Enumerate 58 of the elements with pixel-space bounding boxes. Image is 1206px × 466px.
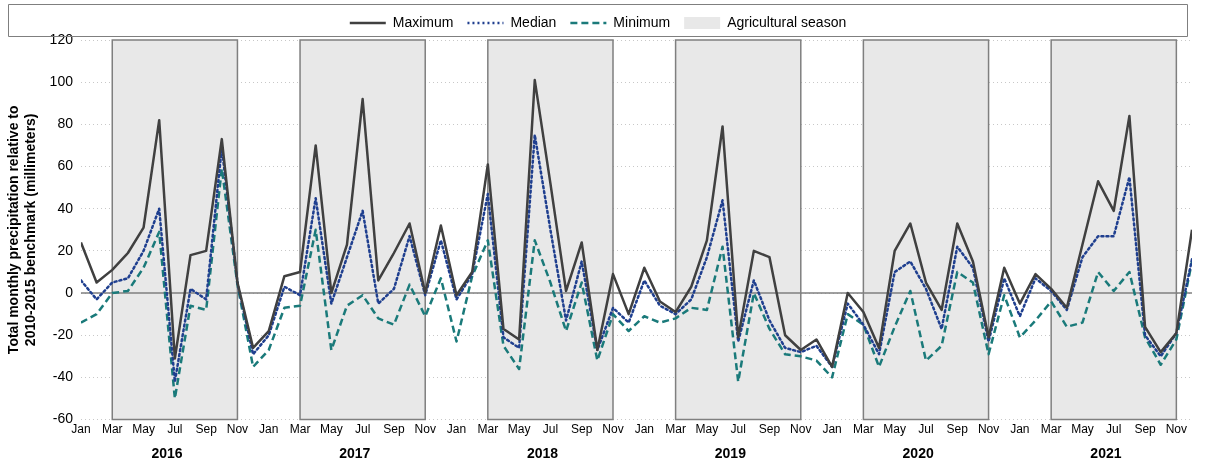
text: 2021	[1090, 445, 1122, 461]
legend-label: Agricultural season	[727, 13, 847, 30]
x-tick-label: Nov	[977, 422, 1000, 437]
x-tick-label: Mar	[1040, 422, 1062, 437]
x-tick-label: Jul	[167, 422, 183, 437]
y-tick-label: 100	[49, 73, 74, 90]
x-tick-label: Mar	[477, 422, 499, 437]
x-tick-label: Nov	[602, 422, 624, 437]
x-tick-label: May	[1071, 422, 1094, 437]
x-tick-label: Mar	[853, 422, 874, 437]
x-tick-label: Sep	[571, 422, 593, 437]
x-tick-label: Jul	[1106, 422, 1122, 437]
y-tick-label: 40	[57, 199, 74, 216]
line-series	[80, 133, 1192, 383]
x-tick-label: Jan	[446, 422, 467, 437]
y-tick-label: 60	[57, 157, 74, 174]
y-tick-label: -40	[52, 368, 74, 385]
x-tick-label: Sep	[758, 422, 781, 437]
x-tick-label: Jul	[918, 422, 934, 437]
x-tick-label: Jul	[354, 422, 371, 437]
x-tick-label: Mar	[289, 422, 311, 437]
y-tick-label: -20	[52, 326, 74, 343]
x-tick-label: Nov	[1165, 422, 1188, 437]
legend-label: Median	[510, 13, 557, 30]
x-tick-label: Jan	[634, 422, 654, 437]
x-tick-label: May	[320, 422, 343, 437]
x-tick-label: Nov	[226, 422, 249, 437]
x-tick-label: Nov	[790, 422, 812, 437]
x-tick-label: May	[507, 422, 531, 437]
x-tick-label: Jul	[730, 422, 746, 437]
x-tick-label: Sep	[383, 422, 405, 437]
x-tick-label: Jul	[542, 422, 559, 437]
line-series	[80, 167, 1192, 400]
x-tick-label: May	[132, 422, 155, 437]
x-tick-label: May	[883, 422, 907, 437]
x-tick-label: Nov	[414, 422, 436, 437]
y-tick-label: 20	[57, 241, 74, 258]
x-tick-label: Mar	[665, 422, 686, 437]
x-tick-label: Jan	[71, 422, 91, 437]
x-tick-label: Jan	[822, 422, 842, 437]
x-tick-label: Jan	[259, 422, 279, 437]
y-tick-label: 80	[57, 115, 74, 132]
y-axis-title: Total monthly precipitation relative to 2010-2015 benchmark (millimeters)	[5, 105, 39, 355]
x-tick-label: Sep	[946, 422, 969, 437]
text: 2018	[527, 445, 559, 461]
text: 2020	[902, 445, 934, 461]
legend-label: Minimum	[613, 13, 671, 30]
legend-label: Maximum	[392, 13, 454, 30]
y-tick-label: 0	[65, 283, 74, 300]
text: 2016	[151, 445, 183, 461]
x-tick-label: Jan	[1010, 422, 1030, 437]
y-tick-label: -60	[52, 410, 74, 427]
text: 2019	[714, 445, 747, 461]
x-tick-label: Sep	[1134, 422, 1157, 437]
x-tick-label: Sep	[195, 422, 218, 437]
text: 2017	[339, 445, 371, 461]
x-tick-label: Mar	[101, 422, 123, 437]
x-tick-label: May	[695, 422, 719, 437]
